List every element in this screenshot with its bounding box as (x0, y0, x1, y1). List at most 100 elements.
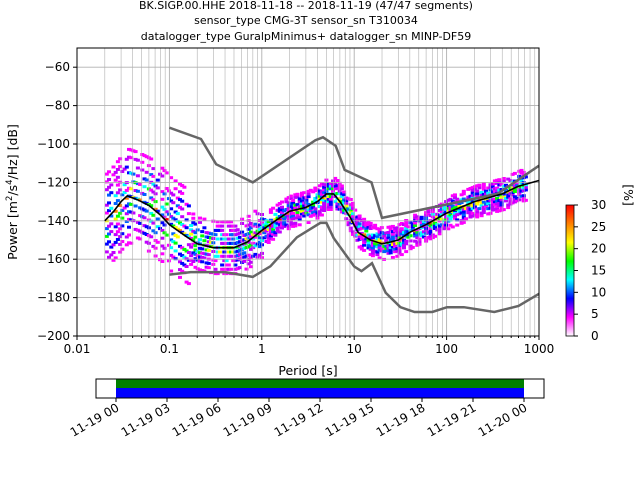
heatmap-cell (486, 191, 491, 195)
heatmap-cell (308, 207, 313, 210)
heatmap-cell (206, 248, 211, 252)
heatmap-cell (508, 192, 513, 196)
heatmap-cell (362, 233, 367, 237)
heatmap-cell (220, 263, 225, 267)
heatmap-cell (366, 238, 371, 242)
heatmap-cell (300, 209, 304, 213)
heatmap-cell (506, 195, 511, 199)
heatmap-cell (521, 189, 526, 192)
y-tick-label: −160 (37, 252, 70, 266)
heatmap-cell (288, 223, 293, 227)
heatmap-cell (417, 237, 422, 241)
colorbar-tick-label: 20 (591, 242, 606, 256)
colorbar-ticks: 0 5 10 15 20 25 30 (574, 198, 606, 343)
colorbar-tick-label: 10 (591, 285, 606, 299)
heatmap-cell (510, 172, 515, 176)
heatmap-cell (244, 254, 249, 258)
heatmap-cell (226, 220, 231, 224)
heatmap-cell (237, 235, 242, 239)
heatmap-cell (186, 251, 191, 254)
heatmap-cell (193, 248, 198, 252)
heatmap-cell (297, 205, 302, 209)
heatmap-cell (233, 250, 238, 254)
heatmap-cell (291, 222, 296, 226)
heatmap-cell (304, 208, 309, 212)
heatmap-cell (408, 244, 413, 248)
heatmap-cell (142, 208, 147, 212)
heatmap-cell (286, 214, 291, 218)
heatmap-cell (153, 239, 158, 242)
heatmap-cell (175, 227, 180, 231)
heatmap-cell (297, 218, 302, 222)
heatmap-cell (151, 174, 156, 178)
heatmap-cell (362, 217, 367, 221)
heatmap-cell (461, 192, 466, 196)
heatmap-cell (138, 198, 143, 202)
heatmap-cell (235, 232, 240, 236)
heatmap-cell (180, 184, 185, 188)
heatmap-cell (362, 248, 367, 252)
heatmap-cell (322, 206, 327, 210)
heatmap-cell (313, 186, 318, 190)
y-tick-label: −60 (45, 60, 70, 74)
heatmap-cell (406, 235, 411, 239)
heatmap-cell (288, 197, 293, 201)
heatmap-cell (191, 251, 196, 255)
heatmap-cell (517, 193, 522, 197)
time-tick-label: 11-19 00 (68, 400, 122, 439)
heatmap-cell (377, 256, 382, 260)
heatmap-cell (164, 187, 169, 190)
heatmap-cell (308, 204, 313, 208)
heatmap-cell (377, 238, 382, 242)
heatmap-cell (198, 238, 202, 242)
heatmap-cell (390, 256, 395, 259)
noise-model-lower-curve (168, 126, 540, 220)
heatmap-cell (481, 211, 486, 214)
heatmap-cell (399, 232, 404, 236)
heatmap-cell (273, 233, 278, 237)
heatmap-cell (501, 208, 506, 212)
heatmap-cell (479, 211, 484, 215)
heatmap-cell (331, 195, 335, 198)
heatmap-cell (450, 225, 455, 229)
heatmap-cell (375, 253, 380, 257)
heatmap-cell (182, 224, 187, 228)
heatmap-cell (479, 190, 484, 194)
heatmap-cell (215, 272, 220, 276)
heatmap-cell (351, 204, 355, 208)
heatmap-cell (419, 233, 424, 237)
heatmap-cell (364, 237, 369, 241)
heatmap-cell (127, 155, 131, 159)
heatmap-cell (189, 262, 194, 266)
heatmap-cell (127, 147, 131, 151)
heatmap-cell (271, 237, 276, 241)
heatmap-cell (486, 207, 491, 211)
heatmap-cell (111, 165, 116, 169)
heatmap-cell (470, 191, 475, 195)
heatmap-cell (446, 206, 451, 210)
heatmap-cell (127, 217, 131, 221)
heatmap-cell (459, 198, 464, 202)
time-tick-label: 11-19 18 (374, 400, 428, 439)
heatmap-cell (333, 192, 338, 196)
heatmap-cell (435, 212, 440, 216)
heatmap-cell (326, 187, 331, 191)
heatmap-cell (249, 260, 253, 264)
heatmap-cell (224, 263, 229, 267)
heatmap-cell (180, 230, 185, 234)
heatmap-cell (490, 182, 495, 186)
heatmap-cell (262, 228, 267, 232)
heatmap-cell (461, 215, 466, 219)
heatmap-cell (107, 170, 111, 174)
heatmap-cell (268, 234, 273, 238)
heatmap-cell (439, 223, 444, 227)
heatmap-cell (437, 229, 442, 233)
heatmap-cell (246, 253, 251, 257)
heatmap-cell (284, 215, 289, 219)
heatmap-cell (277, 207, 282, 211)
heatmap-cell (388, 225, 393, 229)
heatmap-cell (486, 186, 491, 190)
heatmap-cell (118, 211, 123, 215)
heatmap-cell (178, 268, 182, 272)
heatmap-cell (200, 256, 205, 259)
